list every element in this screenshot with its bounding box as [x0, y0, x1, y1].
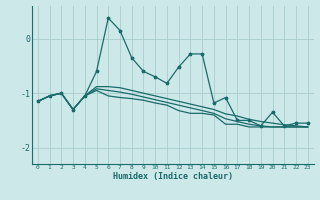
X-axis label: Humidex (Indice chaleur): Humidex (Indice chaleur): [113, 172, 233, 181]
